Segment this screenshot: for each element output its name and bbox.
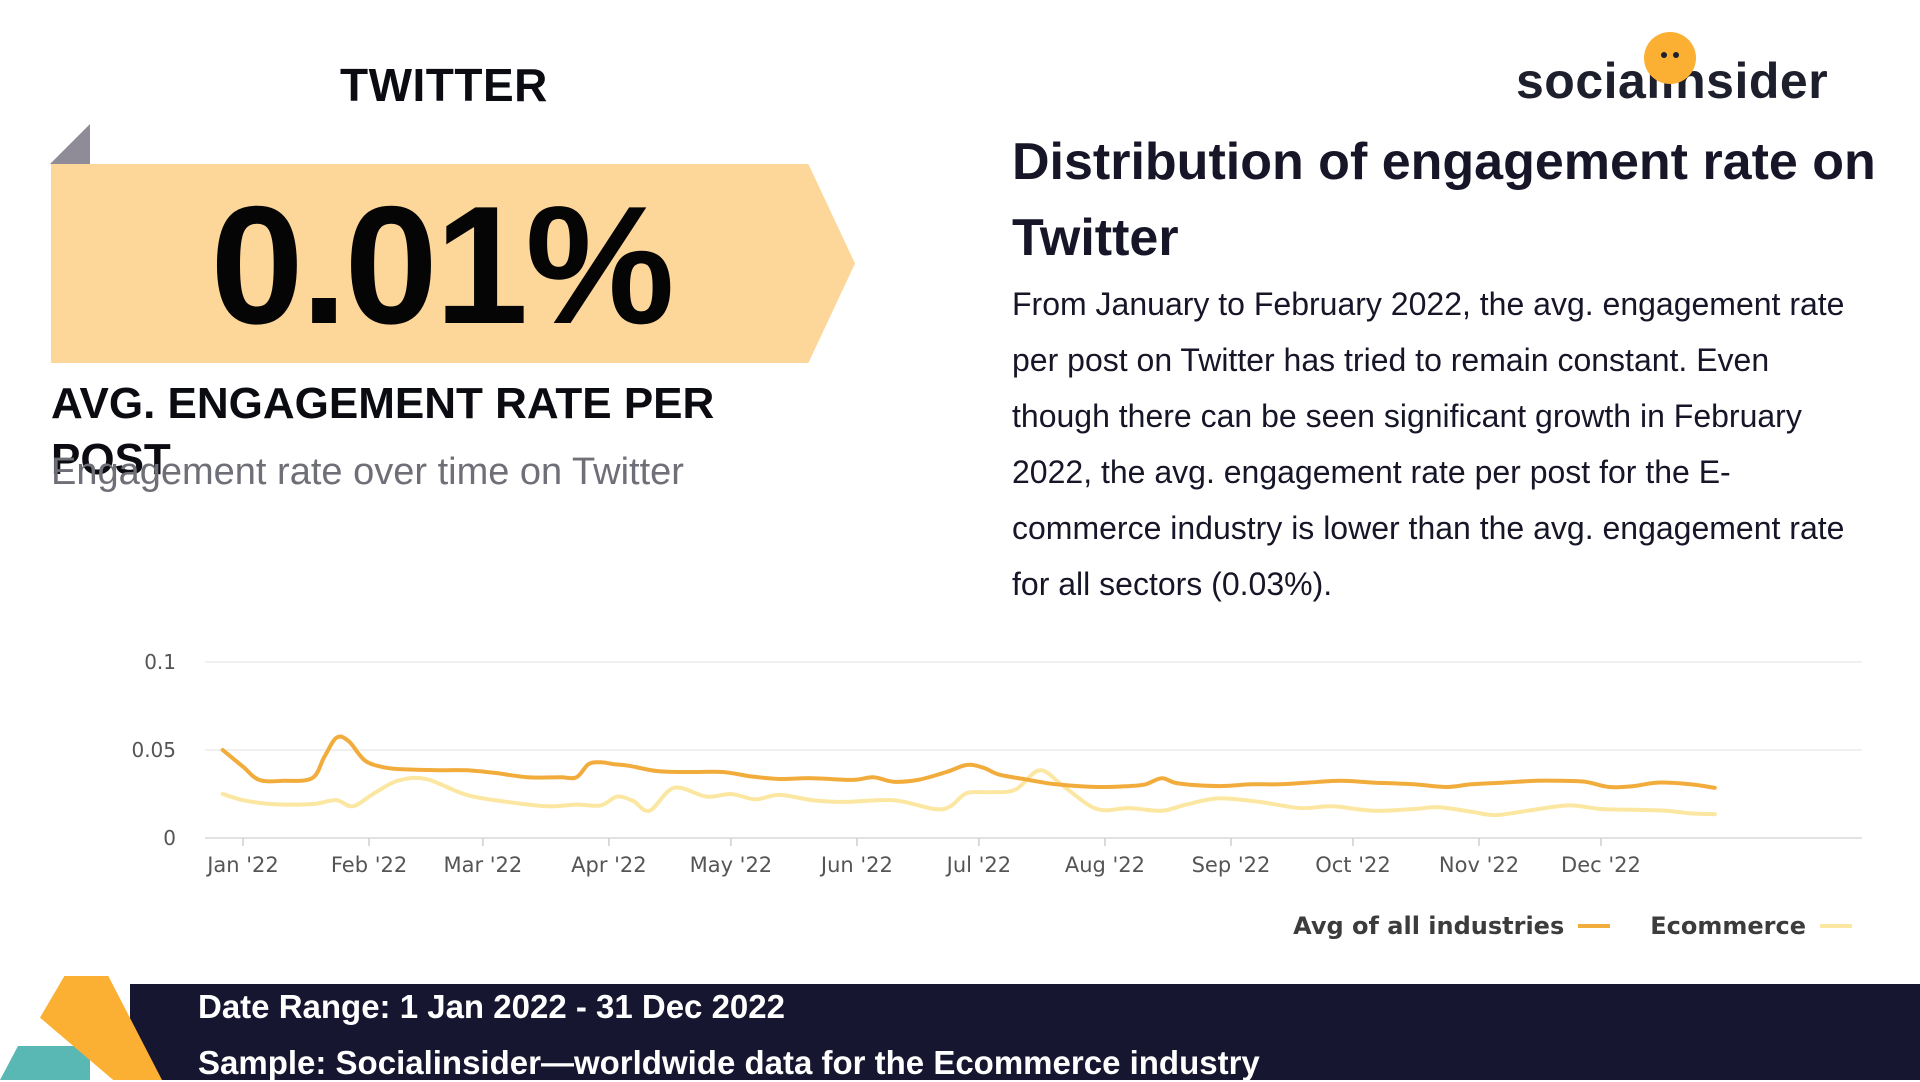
legend-swatch-ecommerce — [1820, 924, 1852, 928]
y-tick-label: 0.1 — [144, 650, 176, 674]
footer-teal-shape — [0, 1046, 90, 1080]
x-axis-ticks: Jan '22 Feb '22 Mar '22 Apr '22 May '22 Jun '… — [205, 838, 1641, 877]
y-tick-label: 0 — [163, 826, 176, 850]
x-tick-label: Jun '22 — [819, 853, 893, 877]
headline: Distribution of engagement rate on Twitt… — [1012, 133, 1876, 267]
legend-label-avg: Avg of all industries — [1293, 912, 1565, 940]
x-tick-label: Aug '22 — [1065, 853, 1145, 877]
x-tick-label: Jul '22 — [945, 853, 1012, 877]
chart-series — [220, 734, 1717, 818]
platform-title: TWITTER — [340, 59, 548, 111]
footer-sample: Sample: Socialinsider—worldwide data for… — [198, 1044, 1260, 1081]
legend-item-avg[interactable]: Avg of all industries — [1293, 912, 1611, 940]
banner-corner-fold — [50, 124, 90, 164]
logo-dot-icon — [1644, 32, 1696, 84]
x-tick-label: Dec '22 — [1561, 853, 1641, 877]
kpi-banner — [51, 164, 855, 363]
legend-item-ecommerce[interactable]: Ecommerce — [1650, 912, 1852, 940]
x-tick-label: May '22 — [690, 853, 773, 877]
chart-gridlines — [205, 661, 1862, 839]
description: From January to February 2022, the avg. … — [1012, 286, 1845, 602]
chart-subtitle: Engagement rate over time on Twitter — [51, 451, 684, 493]
series-line-ecommerce[interactable] — [220, 768, 1717, 818]
footer-bar: Date Range: 1 Jan 2022 - 31 Dec 2022 Sam… — [130, 984, 1920, 1081]
x-tick-label: Feb '22 — [331, 853, 407, 877]
chart-legend: Avg of all industries Ecommerce — [1293, 912, 1852, 940]
x-tick-label: Sep '22 — [1192, 853, 1271, 877]
legend-swatch-avg — [1578, 924, 1611, 928]
x-tick-label: Mar '22 — [443, 853, 522, 877]
engagement-line-chart: 0 0.05 0.1 Jan '22 Feb '22 Mar '22 Apr '22 May… — [131, 650, 1862, 877]
kpi-label: AVG. ENGAGEMENT RATE PER POST — [51, 379, 715, 484]
x-tick-label: Oct '22 — [1315, 853, 1390, 877]
y-axis-ticks: 0 0.05 0.1 — [131, 650, 176, 850]
kpi-value: 0.01% — [210, 171, 674, 359]
footer-date-range: Date Range: 1 Jan 2022 - 31 Dec 2022 — [198, 988, 785, 1025]
x-tick-label: Jan '22 — [205, 853, 279, 877]
x-tick-label: Nov '22 — [1439, 853, 1519, 877]
legend-label-ecommerce: Ecommerce — [1650, 912, 1806, 940]
y-tick-label: 0.05 — [131, 738, 176, 762]
x-tick-label: Apr '22 — [571, 853, 647, 877]
series-line-avg-of-all-industries[interactable] — [220, 734, 1717, 790]
